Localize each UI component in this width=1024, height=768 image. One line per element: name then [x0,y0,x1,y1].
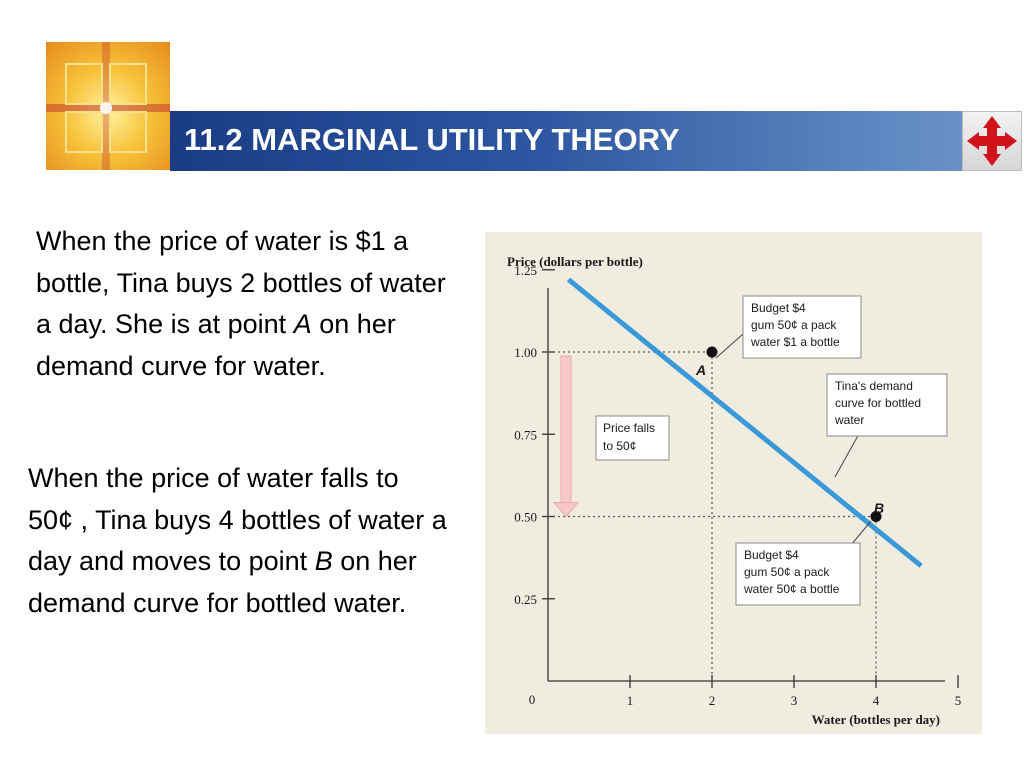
y-ticks: 0.25 0.50 0.75 1.00 1.25 [514,263,555,607]
cross-window-logo-icon [46,42,170,170]
point-a-marker [706,346,718,358]
leader-line-budget-b [850,520,872,546]
point-b-label: B [874,500,884,516]
para2-text-end: on her demand curve for bottled water. [28,546,417,618]
annotation-budget-b: Budget $4 gum 50¢ a pack water 50¢ a bot… [735,542,861,606]
paragraph-point-b: When the price of water falls to 50¢ , T… [28,458,448,624]
curve-label-line-1: Tina's demand [835,379,913,393]
demand-curve-line [566,277,923,568]
four-arrows-navigation-icon [967,116,1017,166]
x-tick-label: 4 [873,693,880,708]
y-axis-title: Price (dollars per bottle) [507,254,643,269]
y-tick-label: 1.00 [514,345,537,360]
annotation-price-falls: Price falls to 50¢ [595,415,670,461]
price-drop-arrow-head [552,502,580,518]
annotation-demand-curve: Tina's demand curve for bottled water [826,373,948,437]
x-tick-label: 3 [791,693,798,708]
x-ticks: 1 2 3 4 5 [627,675,962,708]
point-a-label: A [695,362,706,378]
title-bar: 11.2 MARGINAL UTILITY THEORY [170,111,964,171]
para1-text-start: When the price of water is $1 a bottle, … [36,226,446,339]
demand-chart-panel: Price (dollars per bottle) Water (bottle… [485,232,982,734]
page-title: 11.2 MARGINAL UTILITY THEORY [184,122,680,157]
leader-line-curve [834,431,861,478]
navigation-button[interactable] [962,111,1022,171]
x-axis-title: Water (bottles per day) [812,712,940,727]
y-tick-label: 0.50 [514,510,537,525]
cross-window-logo [46,42,170,170]
curve-label-line-3: water [834,413,864,427]
curve-label-line-2: curve for bottled [835,396,921,410]
x-tick-label: 2 [709,693,716,708]
budget-b-line-1: Budget $4 [744,548,799,562]
annotation-budget-a: Budget $4 gum 50¢ a pack water $1 a bott… [742,295,862,359]
paragraph-point-a: When the price of water is $1 a bottle, … [36,221,466,387]
leader-line-budget-a [715,333,744,359]
budget-b-line-3: water 50¢ a bottle [743,582,840,596]
point-b-marker [870,511,882,522]
y-tick-label: 0.25 [514,592,537,607]
budget-a-line-1: Budget $4 [751,301,806,315]
price-falls-line-1: Price falls [603,421,655,435]
para2-text-start: When the price of water falls to 50¢ , T… [28,463,447,576]
budget-a-line-3: water $1 a bottle [750,335,840,349]
y-tick-label: 0.75 [514,427,537,442]
point-a-reference: A [293,309,312,339]
budget-b-line-2: gum 50¢ a pack [744,565,830,579]
point-b-reference: B [314,546,333,576]
price-falls-line-2: to 50¢ [603,439,636,453]
demand-chart: Price (dollars per bottle) Water (bottle… [507,254,962,727]
budget-a-line-2: gum 50¢ a pack [751,318,837,332]
origin-label: 0 [529,692,536,707]
x-tick-label: 5 [955,693,962,708]
para1-text-end: on her demand curve for water. [36,309,396,381]
price-drop-arrow [552,355,580,518]
price-drop-arrow-shaft [560,355,572,503]
y-tick-label: 1.25 [514,263,537,278]
x-tick-label: 1 [627,693,634,708]
